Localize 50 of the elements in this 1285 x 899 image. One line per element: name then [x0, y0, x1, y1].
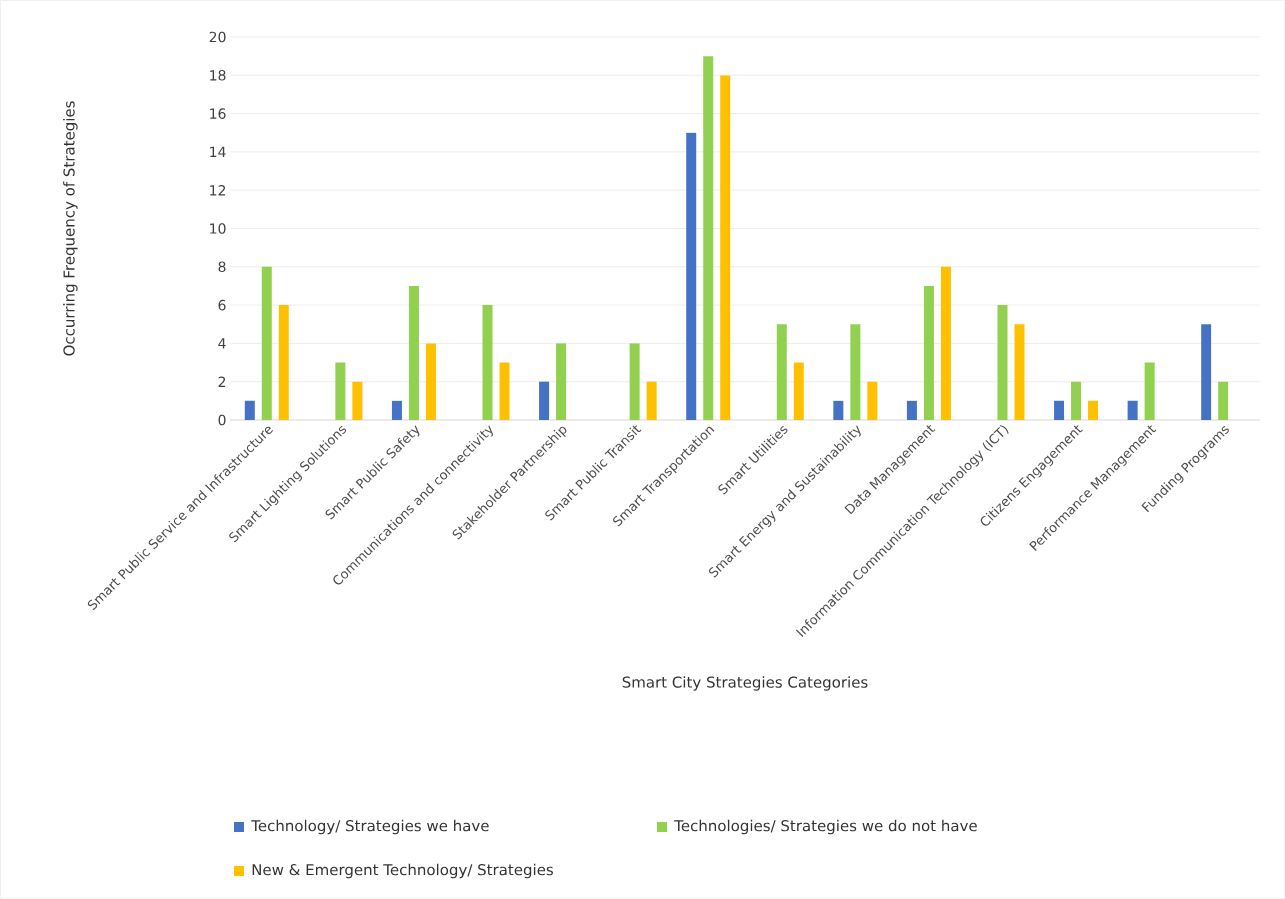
bar: [833, 400, 844, 420]
bar: [1054, 400, 1065, 420]
bar: [499, 362, 510, 420]
bar: [261, 266, 272, 420]
y-tick-label: 10: [210, 223, 226, 234]
bar: [686, 132, 697, 420]
bar: [646, 381, 657, 420]
bar: [244, 400, 255, 420]
bar: [391, 400, 402, 420]
bar: [556, 343, 567, 420]
bar: [1071, 381, 1082, 420]
bar: [1127, 400, 1138, 420]
bar: [1218, 381, 1229, 420]
bar: [1014, 324, 1025, 420]
y-tick-label: 12: [210, 184, 226, 196]
bar: [703, 56, 714, 420]
bar: [850, 324, 861, 420]
bar: [997, 305, 1008, 420]
y-tick-label: 14: [210, 146, 226, 157]
legend-label: Technologies/ Strategies we do not have: [674, 819, 977, 835]
y-tick-label: 16: [210, 108, 226, 119]
legend-label: Technology/ Strategies we have: [251, 819, 489, 835]
y-tick-label: 8: [218, 261, 226, 273]
y-tick-label: 20: [209, 31, 226, 43]
y-tick-label: 0: [218, 414, 226, 426]
bar: [335, 362, 346, 420]
bar: [720, 75, 731, 420]
bar: [867, 381, 878, 420]
y-axis-title: Occurring Frequency of Strategies: [63, 101, 78, 356]
bar: [278, 305, 289, 420]
bar: [923, 285, 934, 420]
bar: [408, 285, 419, 420]
y-tick-label: 2: [218, 376, 226, 387]
bar: [1088, 400, 1099, 420]
bar: [425, 343, 436, 420]
bar: [793, 362, 804, 420]
x-axis-title: Smart City Strategies Categories: [622, 676, 868, 691]
bar: [776, 324, 787, 420]
legend-label: New & Emergent Technology/ Strategies: [252, 863, 553, 879]
bar: [1144, 362, 1155, 420]
bar: [629, 343, 640, 420]
bar: [1201, 324, 1212, 420]
y-tick-label: 6: [218, 299, 226, 311]
bar: [482, 305, 493, 420]
bar: [352, 381, 363, 420]
bar: [906, 400, 917, 420]
y-tick-label: 4: [218, 338, 226, 349]
y-tick-label: 18: [210, 69, 226, 81]
bar: [539, 381, 550, 420]
bar: [940, 266, 951, 420]
